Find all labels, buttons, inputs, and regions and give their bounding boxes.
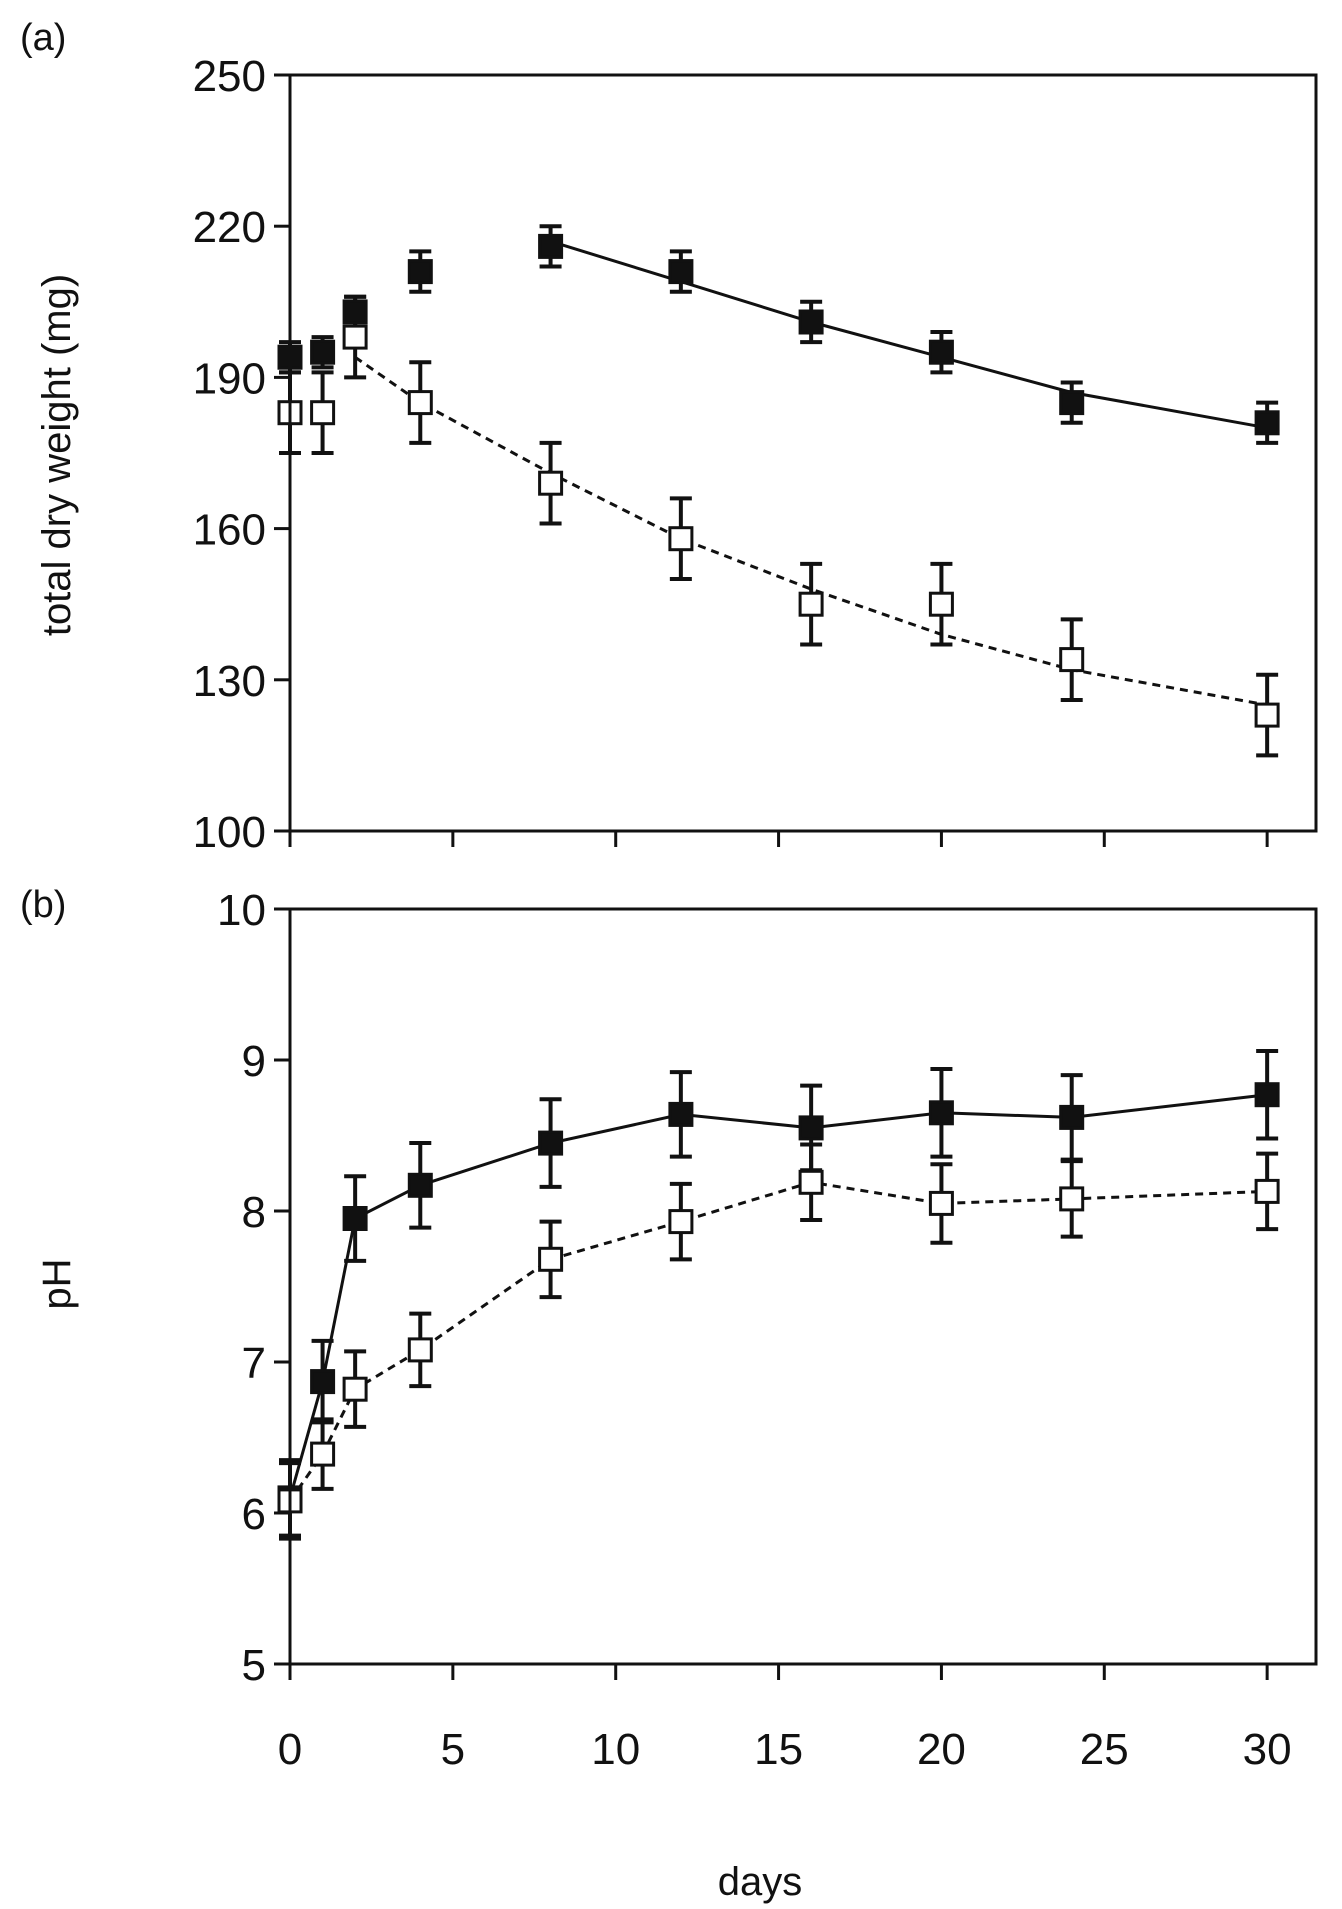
panel-a-open-data-point bbox=[928, 591, 954, 617]
panel-a-open-data-point bbox=[310, 400, 336, 426]
panel-b-filled-data-point bbox=[928, 1100, 954, 1126]
panel-b-y-tick-label: 10 bbox=[217, 886, 266, 935]
panel-b-y-tick-label: 8 bbox=[242, 1188, 266, 1237]
panel-b-filled-data-point bbox=[342, 1206, 368, 1231]
panel-b-filled-data-point bbox=[407, 1172, 433, 1198]
panel-b-filled-series-line bbox=[288, 1093, 1268, 1499]
panel-b-y-tick-label: 9 bbox=[242, 1037, 266, 1086]
panel-b-open-data-point bbox=[668, 1209, 694, 1235]
panel-a-frame bbox=[288, 73, 1318, 833]
panel-b-open-data-point bbox=[407, 1337, 433, 1363]
panel-a: (a) total dry weight (mg) 100 130 160 190 22… bbox=[20, 17, 1318, 857]
panel-b-open-data-point bbox=[798, 1169, 824, 1195]
panel-a-filled-data-point bbox=[310, 339, 336, 365]
panel-a-open-series-line bbox=[354, 355, 1268, 707]
panel-b-filled-data-point bbox=[1059, 1104, 1085, 1130]
panel-a-plot-area bbox=[277, 224, 1280, 758]
panel-b-open-data-point bbox=[1254, 1178, 1280, 1204]
panel-a-y-tick-label: 130 bbox=[193, 657, 266, 706]
panel-b-y-tick-label: 5 bbox=[242, 1641, 266, 1690]
panel-b-open-data-point bbox=[538, 1246, 564, 1272]
panel-a-open-data-point bbox=[538, 470, 564, 496]
panel-a-y-tick-label: 100 bbox=[193, 808, 266, 857]
panel-a-filled-data-point bbox=[407, 259, 433, 285]
panel-a-open-data-point bbox=[1059, 647, 1085, 673]
panel-b-y-tick-label: 7 bbox=[242, 1339, 266, 1388]
panel-b-x-tick-label: 20 bbox=[917, 1725, 966, 1774]
panel-b-open-series-line bbox=[288, 1180, 1268, 1502]
panel-b-x-tick-label: 30 bbox=[1243, 1725, 1292, 1774]
panel-b-y-axis-title: pH bbox=[35, 1258, 79, 1309]
panel-a-axes: 100 130 160 190 220 250 bbox=[193, 52, 1269, 857]
panel-a-open-data-point bbox=[798, 591, 824, 617]
panel-a-label: (a) bbox=[20, 17, 66, 59]
panel-a-y-tick-label: 160 bbox=[193, 506, 266, 555]
panel-b-x-tick-label: 25 bbox=[1080, 1725, 1129, 1774]
panel-b-open-data-point bbox=[342, 1376, 368, 1402]
panel-a-filled-series-line bbox=[550, 239, 1268, 430]
panel-a-open-data-point bbox=[407, 390, 433, 416]
panel-a-open-data-point bbox=[342, 324, 368, 350]
panel-b-label: (b) bbox=[20, 884, 66, 926]
panel-b-filled-data-point bbox=[538, 1130, 564, 1156]
panel-a-filled-data-point bbox=[798, 309, 824, 335]
panel-b-filled-data-point bbox=[668, 1101, 694, 1127]
panel-b-plot-area bbox=[277, 1048, 1280, 1541]
panel-a-filled-data-point bbox=[342, 299, 368, 325]
panel-b-open-data-point bbox=[1059, 1186, 1085, 1212]
panel-a-y-tick-label: 220 bbox=[193, 203, 266, 252]
panel-a-filled-data-point bbox=[1059, 390, 1085, 416]
x-axis-title: days bbox=[718, 1860, 803, 1904]
panel-b-x-tick-label: 5 bbox=[441, 1725, 465, 1774]
panel-a-y-tick-label: 190 bbox=[193, 354, 266, 403]
panel-b-x-tick-label: 15 bbox=[754, 1725, 803, 1774]
panel-a-y-tick-label: 250 bbox=[193, 52, 266, 101]
panel-a-filled-data-point bbox=[668, 259, 694, 285]
panel-a-filled-data-point bbox=[538, 233, 564, 259]
panel-b-x-tick-label: 0 bbox=[278, 1725, 302, 1774]
panel-b-filled-data-point bbox=[1254, 1082, 1280, 1108]
panel-a-filled-data-point bbox=[928, 339, 954, 365]
panel-b-frame bbox=[288, 907, 1318, 1666]
panel-b-open-data-point bbox=[928, 1190, 954, 1216]
panel-b-y-tick-label: 6 bbox=[242, 1490, 266, 1539]
panel-b-filled-data-point bbox=[310, 1369, 336, 1395]
panel-a-y-axis-title: total dry weight (mg) bbox=[35, 274, 79, 636]
panel-a-open-data-point bbox=[1254, 702, 1280, 728]
panel-b-open-data-point bbox=[310, 1441, 336, 1467]
panel-b-filled-data-point bbox=[798, 1115, 824, 1141]
panel-a-filled-data-point bbox=[1254, 410, 1280, 436]
panel-a-open-data-point bbox=[668, 526, 694, 552]
panel-b-x-tick-label: 10 bbox=[591, 1725, 640, 1774]
